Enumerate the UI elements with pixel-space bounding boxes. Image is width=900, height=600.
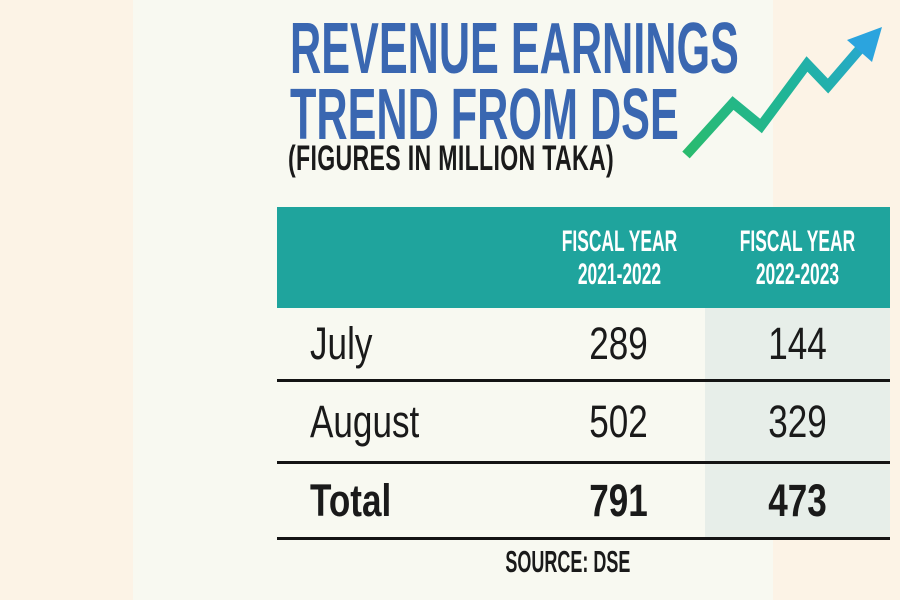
title-line-1: REVENUE EARNINGS — [290, 9, 739, 89]
header-label-line1: FISCAL YEAR — [739, 224, 856, 258]
row-label-cell: July — [277, 308, 533, 379]
value-fy2: 329 — [768, 395, 827, 447]
trend-up-arrow-icon — [682, 27, 882, 159]
value-fy1: 289 — [589, 317, 649, 369]
title-line-2: TREND FROM DSE — [290, 75, 679, 155]
header-cell-blank — [277, 207, 533, 308]
header-cell-fy-2021-2022: FISCAL YEAR 2021-2022 — [533, 207, 705, 308]
table-row-august: August 502 329 — [277, 382, 890, 464]
value-cell-fy1: 502 — [533, 382, 705, 461]
header-label: FISCAL YEAR 2022-2023 — [740, 225, 855, 291]
value-fy2: 473 — [768, 474, 827, 526]
value-cell-fy2: 329 — [705, 382, 890, 461]
table-header-row: FISCAL YEAR 2021-2022 FISCAL YEAR 2022-202… — [277, 207, 890, 308]
source-text: SOURCE: DSE — [505, 544, 630, 579]
row-label-cell: Total — [277, 464, 533, 537]
header-label-line2: 2022-2023 — [755, 257, 840, 291]
row-label: Total — [310, 474, 392, 526]
value-cell-fy1: 289 — [533, 308, 705, 379]
value-cell-fy2: 144 — [705, 308, 890, 379]
value-cell-fy2: 473 — [705, 464, 890, 537]
header-label-line2: 2021-2022 — [577, 257, 661, 291]
value-fy1: 791 — [589, 474, 649, 526]
header-label: FISCAL YEAR 2021-2022 — [561, 225, 676, 291]
table-row-july: July 289 144 — [277, 308, 890, 382]
row-label: August — [310, 395, 420, 447]
revenue-table: FISCAL YEAR 2021-2022 FISCAL YEAR 2022-202… — [277, 207, 890, 540]
value-fy2: 144 — [768, 317, 827, 369]
value-cell-fy1: 791 — [533, 464, 705, 537]
row-label: July — [310, 317, 373, 369]
header-label-line1: FISCAL YEAR — [561, 224, 677, 258]
value-fy1: 502 — [589, 395, 649, 447]
content-panel: REVENUE EARNINGS TREND FROM DSE (FIGURES… — [133, 0, 890, 600]
table-row-total: Total 791 473 — [277, 464, 890, 540]
subtitle: (FIGURES IN MILLION TAKA) — [288, 139, 782, 179]
row-label-cell: August — [277, 382, 533, 461]
subtitle-text: (FIGURES IN MILLION TAKA) — [288, 139, 615, 178]
header-cell-fy-2022-2023: FISCAL YEAR 2022-2023 — [705, 207, 890, 308]
page-title: REVENUE EARNINGS TREND FROM DSE — [290, 9, 739, 155]
source-credit: SOURCE: DSE — [415, 545, 630, 579]
